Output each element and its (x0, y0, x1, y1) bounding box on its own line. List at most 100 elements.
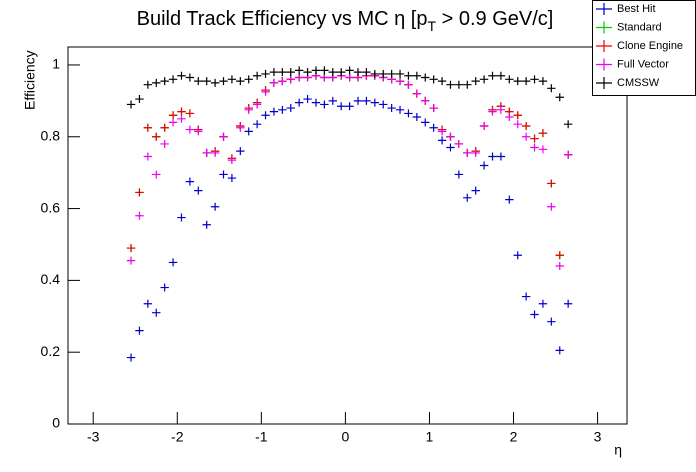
data-point (513, 120, 522, 129)
data-point (227, 75, 237, 84)
data-point (463, 148, 472, 157)
data-point (336, 68, 346, 77)
data-point (194, 77, 203, 86)
data-point (328, 96, 337, 105)
data-point (513, 77, 522, 86)
data-point (387, 104, 396, 113)
data-point (437, 127, 447, 136)
data-point (379, 100, 388, 109)
data-point (437, 136, 447, 145)
data-point (404, 80, 413, 89)
title-main: Build Track Efficiency vs MC η [p (137, 8, 428, 30)
data-point (421, 118, 430, 127)
data-point (252, 120, 262, 129)
data-point (252, 100, 262, 109)
data-point (454, 139, 464, 148)
data-point (404, 71, 413, 80)
data-point (143, 152, 153, 161)
data-point (311, 98, 321, 107)
data-point (404, 109, 413, 118)
data-point (168, 118, 178, 127)
data-point (135, 188, 144, 197)
data-point (194, 127, 203, 136)
data-point (210, 202, 220, 211)
data-point (143, 299, 153, 308)
data-point (555, 93, 564, 102)
x-tick-label: 1 (426, 429, 434, 445)
data-point (320, 100, 329, 109)
data-point (185, 73, 195, 82)
data-point (521, 132, 531, 141)
data-point (244, 105, 253, 114)
legend-marker (596, 58, 612, 71)
data-point (547, 179, 556, 188)
data-point (421, 96, 430, 105)
data-point (521, 121, 531, 130)
data-point (227, 156, 237, 165)
legend-label: Clone Engine (617, 40, 683, 52)
y-axis-label: Efficiency (22, 50, 38, 110)
data-point (311, 66, 321, 75)
data-point (278, 105, 287, 114)
title-end: > 0.9 GeV/c] (436, 8, 553, 30)
data-point (479, 121, 489, 130)
data-point (412, 113, 422, 122)
legend-label: Full Vector (617, 58, 669, 70)
data-point (185, 125, 195, 134)
data-point (177, 107, 186, 116)
data-point (379, 69, 388, 78)
data-point (219, 132, 228, 141)
data-point (236, 123, 245, 132)
data-point (202, 148, 211, 157)
legend-label: CMSSW (617, 77, 660, 89)
legend-marker (596, 21, 612, 34)
data-point (320, 66, 329, 75)
data-point (563, 120, 573, 129)
data-point (505, 195, 514, 204)
data-point (521, 292, 531, 301)
data-point (538, 129, 548, 138)
data-point (269, 68, 279, 77)
data-point (353, 68, 363, 77)
legend-marker (596, 77, 612, 89)
data-point (538, 77, 548, 86)
data-point (261, 69, 270, 78)
data-point (328, 68, 337, 77)
data-point (244, 75, 253, 84)
data-point (278, 68, 287, 77)
y-tick-label: 0.2 (41, 343, 61, 359)
data-point (563, 299, 573, 308)
y-tick-label: 0.8 (41, 127, 61, 143)
data-point (261, 111, 270, 120)
data-point (530, 143, 539, 152)
data-point (429, 75, 438, 84)
data-point (496, 152, 506, 161)
data-point (446, 132, 455, 141)
data-point (135, 211, 144, 220)
data-point (446, 143, 455, 152)
data-point (202, 220, 211, 229)
data-point (395, 105, 405, 114)
data-point (219, 170, 228, 179)
data-point (345, 102, 354, 111)
data-point (395, 77, 405, 86)
data-point (513, 111, 522, 120)
data-point (135, 95, 144, 104)
data-point (227, 174, 237, 183)
data-point (421, 73, 430, 82)
data-point (126, 100, 136, 109)
chart-title: Build Track Efficiency vs MC η [pT > 0.9… (137, 8, 554, 33)
data-point (294, 98, 304, 107)
data-point (521, 77, 531, 86)
data-point (505, 75, 514, 84)
data-point (471, 186, 480, 195)
data-point (210, 78, 220, 87)
data-point (135, 326, 144, 335)
data-point (160, 283, 169, 292)
data-point (547, 317, 556, 326)
data-point (547, 202, 556, 211)
data-point (320, 73, 329, 82)
x-tick-label: 3 (594, 429, 602, 445)
data-point (395, 69, 405, 78)
legend-box (592, 0, 696, 96)
